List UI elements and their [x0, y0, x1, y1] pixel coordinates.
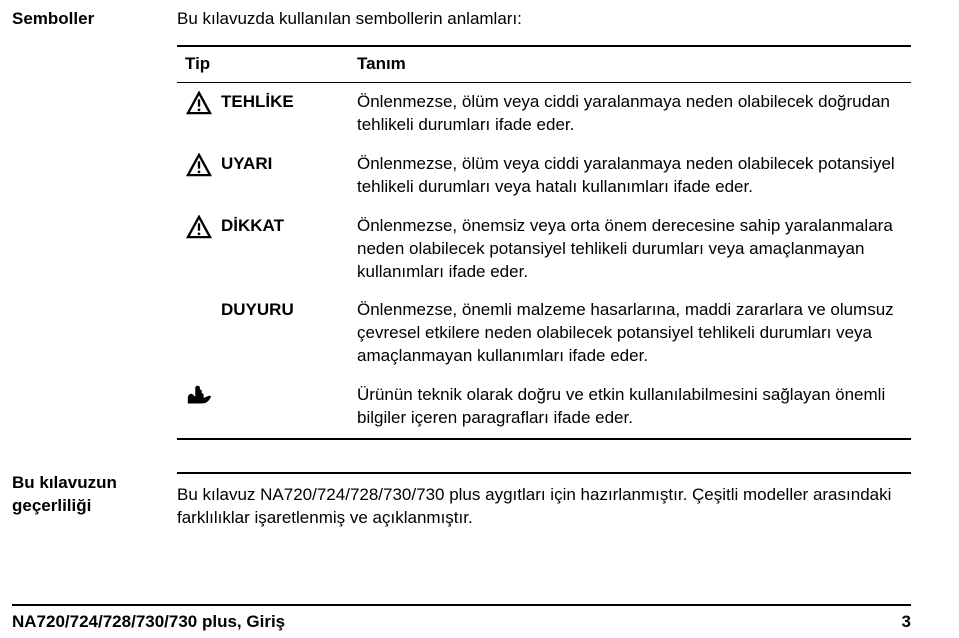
warning-triangle-icon [185, 91, 213, 115]
row-label: UYARI [221, 153, 272, 176]
table-row: DUYURU Önlenmezse, önemli malzeme hasarl… [177, 291, 911, 376]
symbols-content: Bu kılavuzda kullanılan sembollerin anla… [177, 8, 911, 440]
footer-left: NA720/724/728/730/730 plus, Giriş [12, 612, 285, 632]
symbols-section: Semboller Bu kılavuzda kullanılan sembol… [12, 8, 911, 440]
warning-triangle-icon [185, 215, 213, 239]
row-label: DİKKAT [221, 215, 284, 238]
warning-triangle-icon [185, 153, 213, 177]
row-desc: Önlenmezse, ölüm veya ciddi yaralanmaya … [357, 82, 911, 144]
footer-page-number: 3 [902, 612, 911, 632]
row-label: TEHLİKE [221, 91, 294, 114]
table-header-row: Tip Tanım [177, 46, 911, 82]
table-row: DİKKAT Önlenmezse, önemsiz veya orta öne… [177, 207, 911, 292]
validity-text: Bu kılavuz NA720/724/728/730/730 plus ay… [177, 472, 911, 530]
pointing-hand-icon [185, 384, 213, 408]
symbols-table: Tip Tanım TEHLİKE Önlenmezse, ölüm veya … [177, 45, 911, 440]
validity-section: Bu kılavuzun geçerliliği Bu kılavuz NA72… [12, 472, 911, 530]
row-desc: Önlenmezse, önemli malzeme hasarlarına, … [357, 291, 911, 376]
header-desc: Tanım [357, 46, 911, 82]
header-type: Tip [177, 46, 357, 82]
table-row: TEHLİKE Önlenmezse, ölüm veya ciddi yara… [177, 82, 911, 144]
section-heading-validity: Bu kılavuzun geçerliliği [12, 472, 177, 518]
row-desc: Önlenmezse, ölüm veya ciddi yaralanmaya … [357, 145, 911, 207]
intro-text: Bu kılavuzda kullanılan sembollerin anla… [177, 8, 911, 31]
section-heading-symbols: Semboller [12, 8, 177, 31]
row-desc: Önlenmezse, önemsiz veya orta önem derec… [357, 207, 911, 292]
table-row: Ürünün teknik olarak doğru ve etkin kull… [177, 376, 911, 439]
page-footer: NA720/724/728/730/730 plus, Giriş 3 [12, 604, 911, 632]
row-label: DUYURU [221, 299, 294, 322]
table-row: UYARI Önlenmezse, ölüm veya ciddi yarala… [177, 145, 911, 207]
row-desc: Ürünün teknik olarak doğru ve etkin kull… [357, 376, 911, 439]
